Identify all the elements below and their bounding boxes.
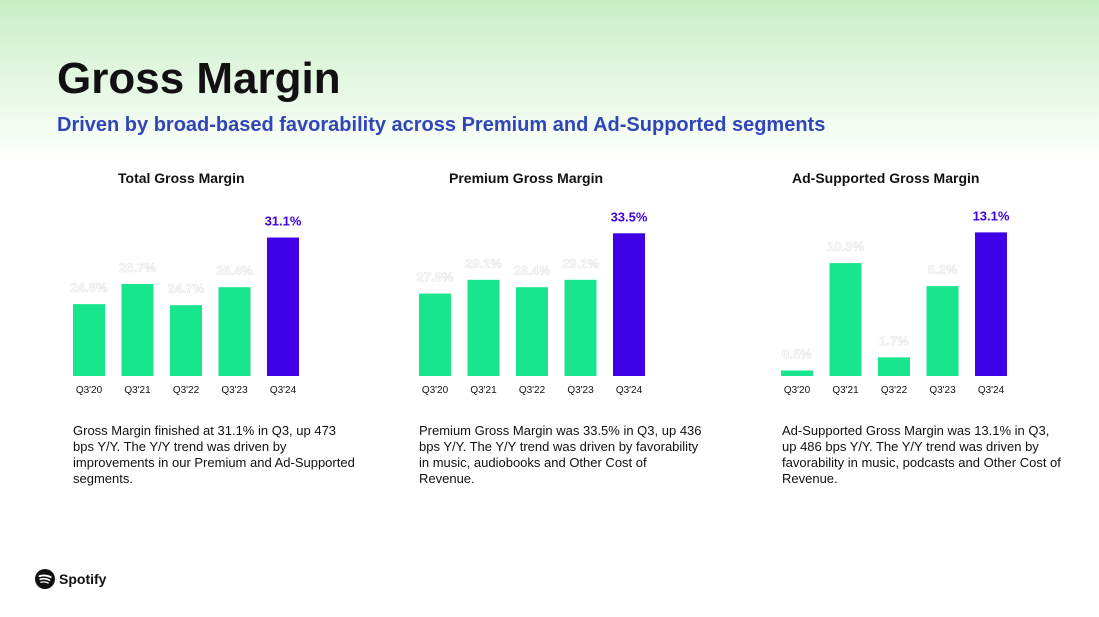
chart-description: Premium Gross Margin was 33.5% in Q3, up… <box>419 423 702 486</box>
bar-Q320 <box>73 304 105 376</box>
x-tick-label: Q3'20 <box>784 385 811 396</box>
bar-Q322 <box>878 357 910 376</box>
data-label: 28.4% <box>514 263 551 278</box>
x-tick-label: Q3'20 <box>422 385 449 396</box>
ad-supported-gross-margin-chart: 0.5% Q3'20 10.3% Q3'21 1.7% Q3'22 8.2% Q3'23 13.… <box>781 208 1010 396</box>
bar-Q324 <box>613 233 645 376</box>
data-label: 10.3% <box>827 239 864 254</box>
x-tick-label: Q3'23 <box>567 385 594 396</box>
page-subtitle: Driven by broad-based favorability acros… <box>57 114 826 136</box>
x-tick-label: Q3'20 <box>76 385 103 396</box>
data-label: 24.8% <box>71 280 108 295</box>
x-tick-label: Q3'21 <box>124 385 151 396</box>
data-label: 27.8% <box>417 270 454 285</box>
x-tick-label: Q3'22 <box>519 385 546 396</box>
bar-Q322 <box>516 287 548 376</box>
data-label: 26.7% <box>119 260 156 275</box>
chart-description: Gross Margin finished at 31.1% in Q3, up… <box>73 423 355 486</box>
data-label: 33.5% <box>611 209 648 224</box>
x-tick-label: Q3'21 <box>832 385 859 396</box>
chart-title: Ad-Supported Gross Margin <box>792 170 980 186</box>
bar-Q322 <box>170 305 202 376</box>
total-gross-margin-panel: Total Gross Margin 24.8% Q3'20 26.7% Q3'21 2… <box>60 160 400 500</box>
bar-Q321 <box>467 279 500 376</box>
data-label: 24.7% <box>168 281 205 296</box>
bar-Q324 <box>975 232 1007 376</box>
x-tick-label: Q3'24 <box>978 385 1005 396</box>
bar-Q320 <box>781 370 813 376</box>
bar-Q323 <box>926 286 959 376</box>
total-gross-margin-chart: 24.8% Q3'20 26.7% Q3'21 24.7% Q3'22 26.4% Q3'23… <box>70 214 302 396</box>
x-tick-label: Q3'22 <box>881 385 908 396</box>
data-label: 26.4% <box>216 263 253 278</box>
data-label: 29.1% <box>562 256 599 271</box>
logo-wordmark: Spotify <box>59 571 107 587</box>
data-label: 31.1% <box>265 214 302 229</box>
data-label: 0.5% <box>782 347 812 362</box>
ad-supported-gross-margin-panel: Ad-Supported Gross Margin 0.5% Q3'20 10.3%… <box>768 160 1099 500</box>
x-tick-label: Q3'21 <box>470 385 497 396</box>
page-title: Gross Margin <box>57 54 341 103</box>
data-label: 29.1% <box>465 256 502 271</box>
bar-Q323 <box>564 279 597 376</box>
x-tick-label: Q3'23 <box>929 385 956 396</box>
bar-Q324 <box>267 237 299 376</box>
chart-title: Total Gross Margin <box>118 170 245 186</box>
bar-Q323 <box>218 287 251 376</box>
x-tick-label: Q3'22 <box>173 385 200 396</box>
premium-gross-margin-panel: Premium Gross Margin 27.8% Q3'20 29.1% Q3'2… <box>406 160 746 500</box>
data-label: 1.7% <box>879 333 909 348</box>
chart-title: Premium Gross Margin <box>449 170 604 186</box>
bar-Q321 <box>829 263 862 376</box>
x-tick-label: Q3'24 <box>616 385 643 396</box>
bar-Q320 <box>419 293 451 376</box>
bar-Q321 <box>121 284 154 376</box>
x-tick-label: Q3'23 <box>221 385 248 396</box>
chart-description: Ad-Supported Gross Margin was 13.1% in Q… <box>782 423 1061 486</box>
spotify-icon <box>35 569 55 589</box>
x-tick-label: Q3'24 <box>270 385 297 396</box>
data-label: 8.2% <box>928 262 958 277</box>
spotify-logo: Spotify <box>35 569 106 589</box>
premium-gross-margin-chart: 27.8% Q3'20 29.1% Q3'21 28.4% Q3'22 29.1% Q3'23… <box>416 209 648 396</box>
data-label: 13.1% <box>973 208 1010 223</box>
